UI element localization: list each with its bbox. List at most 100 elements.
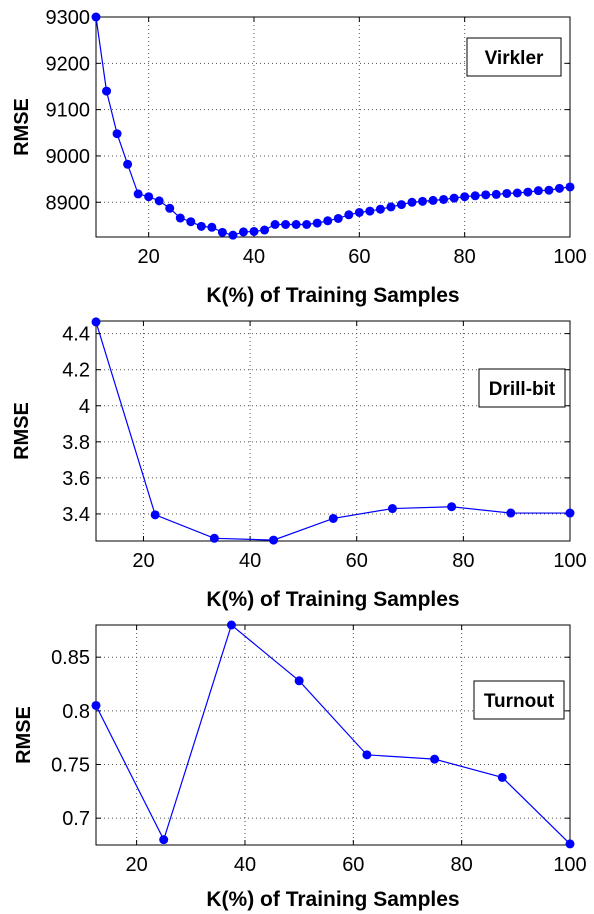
data-point: [523, 187, 533, 197]
markers-group: [91, 317, 575, 545]
y-tick-label: 0.7: [62, 808, 90, 830]
legend: Turnout: [473, 680, 565, 720]
y-axis-label: RMSE: [11, 402, 33, 460]
data-point: [294, 676, 304, 686]
y-tick-labels: 8900 9000 9100 9200 9300: [46, 7, 91, 214]
y-tick-label: 0.75: [51, 755, 90, 777]
data-point: [323, 216, 333, 226]
data-point: [362, 750, 372, 760]
data-point: [428, 195, 438, 205]
data-point: [365, 206, 375, 216]
data-point: [217, 227, 227, 237]
y-tick-labels: 0.7 0.75 0.8 0.85: [51, 647, 90, 830]
y-axis-label: RMSE: [13, 706, 35, 764]
data-point: [312, 218, 322, 228]
data-point: [270, 219, 280, 229]
data-point: [449, 193, 459, 203]
data-point: [209, 533, 219, 543]
x-tick-label: 100: [553, 246, 586, 268]
legend: Virkler: [466, 37, 562, 77]
series-line-group: [95, 623, 571, 845]
legend-label: Turnout: [484, 691, 555, 712]
data-point: [154, 196, 164, 206]
data-point: [491, 189, 501, 199]
x-tick-label: 100: [553, 550, 586, 572]
data-point: [506, 508, 516, 518]
y-tick-label: 8900: [46, 192, 91, 214]
x-tick-label: 60: [342, 854, 364, 876]
y-tick-label: 4.4: [62, 324, 90, 346]
x-tick-labels: 20 40 60 80 100: [138, 246, 587, 268]
x-tick-labels: 20 40 60 80 100: [126, 854, 587, 876]
y-tick-label: 3.6: [62, 468, 90, 490]
y-tick-label: 9300: [46, 7, 91, 29]
data-point: [91, 700, 101, 710]
series-line-group: [95, 16, 571, 236]
plot-area: [96, 321, 570, 541]
data-point: [354, 207, 364, 217]
x-tick-label: 20: [132, 550, 154, 572]
data-point: [565, 839, 575, 849]
data-point: [344, 210, 354, 220]
data-point: [328, 513, 338, 523]
data-point: [481, 190, 491, 200]
data-point: [281, 219, 291, 229]
legend-label: Drill-bit: [489, 379, 556, 400]
data-point: [91, 12, 101, 22]
data-point: [123, 159, 133, 169]
x-tick-label: 80: [451, 854, 473, 876]
data-point: [260, 225, 270, 235]
data-point: [544, 185, 554, 195]
data-point: [112, 129, 122, 139]
data-point: [302, 219, 312, 229]
data-point: [502, 188, 512, 198]
y-tick-label: 9100: [46, 100, 91, 122]
x-tick-label: 20: [126, 854, 148, 876]
x-tick-label: 60: [346, 550, 368, 572]
y-tick-label: 9000: [46, 146, 91, 168]
legend-box: [473, 680, 565, 720]
series-line: [95, 623, 571, 845]
axes-frame: [95, 624, 571, 846]
y-tick-label: 3.4: [62, 504, 90, 526]
x-tick-label: 60: [348, 246, 370, 268]
x-tick-label: 40: [239, 550, 261, 572]
x-tick-labels: 20 40 60 80 100: [132, 550, 586, 572]
y-tick-label: 3.8: [62, 432, 90, 454]
y-tick-label: 0.85: [51, 647, 90, 669]
data-point: [333, 213, 343, 223]
data-point: [196, 221, 206, 231]
axes-box: [95, 624, 571, 846]
data-point: [447, 502, 457, 512]
data-point: [512, 188, 522, 198]
data-point: [497, 772, 507, 782]
plot-area: [96, 625, 570, 845]
data-point: [249, 226, 259, 236]
data-point: [175, 213, 185, 223]
data-point: [102, 86, 112, 96]
legend-label: Virkler: [485, 48, 544, 69]
data-point: [291, 219, 301, 229]
data-point: [387, 504, 397, 514]
x-tick-label: 20: [138, 246, 160, 268]
data-point: [418, 196, 428, 206]
axes-frame: [95, 16, 571, 238]
axes-box: [95, 16, 571, 238]
x-axis-label: K(%) of Training Samples: [206, 284, 459, 307]
markers-group: [91, 12, 575, 240]
data-point: [207, 222, 217, 232]
data-point: [439, 194, 449, 204]
x-axis-label: K(%) of Training Samples: [206, 888, 459, 911]
x-tick-label: 40: [243, 246, 265, 268]
data-point: [565, 182, 575, 192]
data-point: [133, 189, 143, 199]
data-point: [554, 183, 564, 193]
data-point: [386, 202, 396, 212]
data-point: [186, 217, 196, 227]
data-point: [159, 835, 169, 845]
data-point: [91, 317, 101, 327]
y-tick-label: 4: [79, 396, 90, 418]
data-point: [396, 200, 406, 210]
data-point: [533, 186, 543, 196]
